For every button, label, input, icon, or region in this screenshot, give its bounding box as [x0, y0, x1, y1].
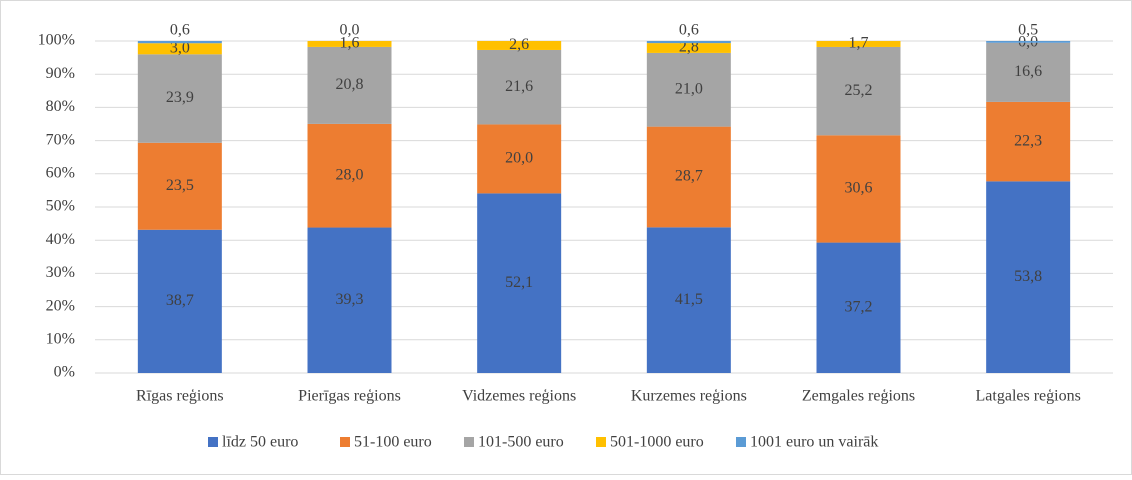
- data-label: 0,0: [340, 22, 360, 39]
- legend-label: 101-500 euro: [478, 434, 564, 451]
- y-tick-label: 20%: [46, 297, 75, 314]
- data-label: 52,1: [505, 274, 533, 291]
- bar-segment: [307, 123, 392, 228]
- x-tick-label: Latgales reģions: [976, 388, 1081, 405]
- bar-segment: [646, 43, 731, 53]
- bar-segment: [986, 41, 1071, 43]
- legend-label: 1001 euro un vairāk: [750, 434, 878, 451]
- y-tick-label: 80%: [46, 98, 75, 115]
- y-tick-label: 90%: [46, 65, 75, 82]
- bar-segment: [477, 124, 562, 194]
- x-tick-label: Rīgas reģions: [136, 388, 224, 405]
- bar-segment: [646, 227, 731, 373]
- legend-swatch: [340, 437, 350, 447]
- y-tick-label: 60%: [46, 164, 75, 181]
- y-tick-label: 40%: [46, 231, 75, 248]
- data-label: 3,0: [170, 39, 190, 56]
- legend-swatch: [736, 437, 746, 447]
- legend-swatch: [464, 437, 474, 447]
- bar-segment: [646, 41, 731, 44]
- bar-segment: [477, 41, 562, 50]
- data-label: 20,0: [505, 150, 533, 167]
- bar-segment: [137, 142, 222, 230]
- data-label: 30,6: [845, 180, 873, 197]
- x-tick-label: Pierīgas reģions: [298, 388, 401, 405]
- data-label: 23,9: [166, 89, 194, 106]
- bar-segment: [646, 126, 731, 228]
- bar-segment: [137, 54, 222, 143]
- data-label: 28,0: [336, 166, 364, 183]
- data-label: 39,3: [336, 291, 364, 308]
- bar-segment: [816, 41, 901, 47]
- x-tick-label: Vidzemes reģions: [462, 388, 576, 405]
- y-tick-label: 100%: [38, 32, 75, 49]
- data-label: 20,8: [336, 76, 364, 93]
- bar-segment: [816, 46, 901, 136]
- legend-swatch: [208, 437, 218, 447]
- y-tick-label: 10%: [46, 330, 75, 347]
- bar-segment: [986, 42, 1071, 102]
- bar-segment: [477, 49, 562, 125]
- bar-segment: [137, 41, 222, 44]
- x-tick-label: Zemgales reģions: [802, 388, 915, 405]
- data-label: 16,6: [1014, 63, 1042, 80]
- y-tick-label: 0%: [54, 364, 75, 381]
- data-label: 22,3: [1014, 132, 1042, 149]
- data-label: 21,6: [505, 78, 533, 95]
- bar-segment: [307, 46, 392, 124]
- data-label: 0,5: [1018, 22, 1038, 39]
- data-label: 1,7: [849, 35, 869, 52]
- data-label: 38,7: [166, 292, 194, 309]
- y-tick-label: 70%: [46, 131, 75, 148]
- bar-segment: [816, 135, 901, 243]
- legend-label: 501-1000 euro: [610, 434, 704, 451]
- data-label: 25,2: [845, 82, 873, 99]
- data-label: 0,6: [679, 22, 699, 39]
- bar-segment: [816, 242, 901, 373]
- y-tick-label: 50%: [46, 198, 75, 215]
- bar-segment: [137, 229, 222, 373]
- legend-swatch: [596, 437, 606, 447]
- bar-segment: [646, 52, 731, 127]
- data-label: 23,5: [166, 177, 194, 194]
- y-tick-label: 30%: [46, 264, 75, 281]
- bar-segment: [307, 227, 392, 373]
- legend-label: līdz 50 euro: [222, 434, 298, 451]
- bar-segment: [307, 41, 392, 47]
- data-label: 2,6: [509, 36, 529, 53]
- data-label: 41,5: [675, 291, 703, 308]
- data-label: 1,6: [340, 35, 360, 52]
- bar-segment: [986, 101, 1071, 182]
- data-label: 53,8: [1014, 268, 1042, 285]
- bar-segment: [477, 193, 562, 373]
- data-label: 21,0: [675, 80, 703, 97]
- data-label: 28,7: [675, 168, 703, 185]
- data-label: 0,6: [170, 22, 190, 39]
- legend-label: 51-100 euro: [354, 434, 432, 451]
- x-tick-label: Kurzemes reģions: [631, 388, 747, 405]
- data-label: 37,2: [845, 298, 873, 315]
- bar-segment: [137, 43, 222, 55]
- bar-segment: [986, 181, 1071, 373]
